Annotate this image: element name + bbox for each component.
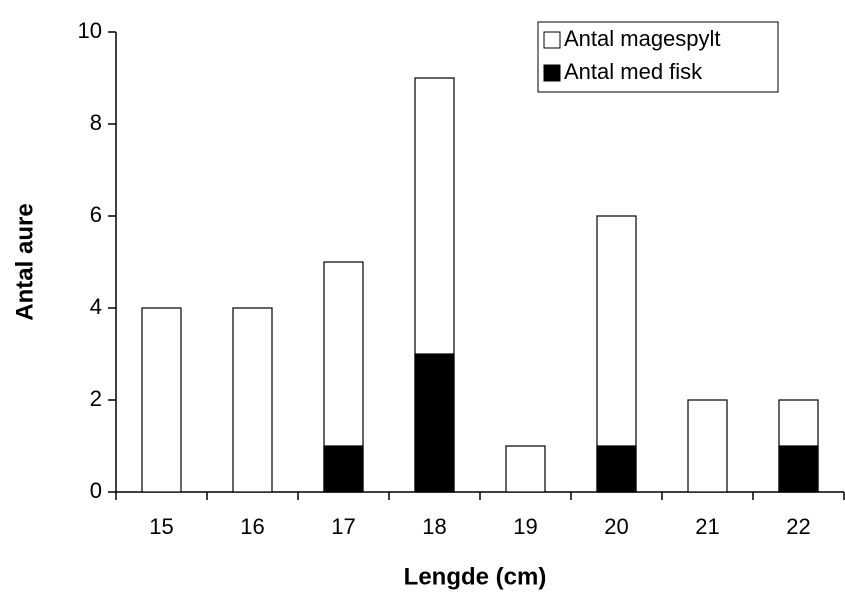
legend-box	[537, 21, 779, 93]
y-tick-label: 2	[90, 386, 102, 411]
legend-label: Antal med fisk	[564, 59, 703, 84]
bar	[414, 353, 455, 493]
x-tick-label: 22	[786, 514, 810, 539]
y-tick-label: 8	[90, 110, 102, 135]
bar	[232, 307, 273, 493]
y-tick-label: 4	[90, 294, 102, 319]
y-axis-title: Antal aure	[11, 203, 38, 320]
x-tick-label: 21	[695, 514, 719, 539]
bar	[505, 445, 546, 493]
bar	[687, 399, 728, 493]
x-tick-label: 17	[331, 514, 355, 539]
bar	[323, 445, 364, 493]
bar	[778, 445, 819, 493]
x-tick-label: 18	[422, 514, 446, 539]
x-tick-label: 20	[604, 514, 628, 539]
bar	[141, 307, 182, 493]
bar	[596, 445, 637, 493]
y-tick-label: 6	[90, 202, 102, 227]
x-tick-label: 16	[240, 514, 264, 539]
x-axis-title: Lengde (cm)	[404, 563, 547, 590]
y-tick-label: 10	[78, 18, 102, 43]
x-tick-label: 19	[513, 514, 537, 539]
y-tick-label: 0	[90, 478, 102, 503]
legend-swatch	[543, 31, 561, 49]
legend-label: Antal magespylt	[564, 26, 721, 51]
x-tick-label: 15	[149, 514, 173, 539]
legend-swatch	[543, 64, 561, 82]
